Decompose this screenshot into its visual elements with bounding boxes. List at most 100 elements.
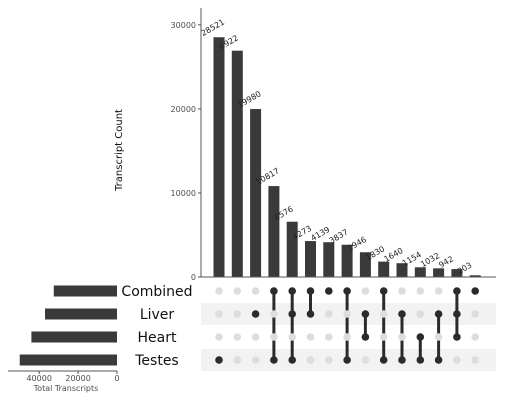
matrix-dot-inactive: [434, 287, 443, 295]
set-size-tick-label: 40000: [26, 374, 51, 383]
matrix-dot-inactive: [471, 333, 480, 341]
intersection-bar: [305, 241, 316, 277]
intersection-bar: [286, 221, 298, 277]
matrix-dot-inactive: [434, 333, 443, 341]
y-tick-label: 0: [191, 273, 196, 282]
y-tick-label: 20000: [171, 105, 196, 114]
matrix-dot-inactive: [325, 333, 333, 341]
set-size-bar: [19, 354, 117, 366]
set-size-tick-label: 0: [114, 374, 119, 383]
matrix-dot-inactive: [251, 287, 260, 295]
intersection-bar-label: 1830: [364, 244, 386, 262]
matrix-dot-inactive: [251, 333, 260, 341]
intersection-bar-label: 203: [456, 261, 474, 276]
matrix-dot-inactive: [471, 310, 480, 318]
set-label: Liver: [140, 307, 175, 323]
matrix-dot-inactive: [343, 333, 351, 341]
matrix-dot-inactive: [270, 333, 278, 341]
set-size-tick-label: 20000: [65, 374, 90, 383]
matrix-dot-inactive: [471, 356, 480, 364]
intersection-bar-label: 942: [437, 254, 455, 269]
matrix-dot-active: [434, 310, 443, 318]
intersection-bar: [268, 186, 280, 277]
matrix-dot-active: [215, 356, 223, 364]
matrix-dot-active: [471, 287, 480, 295]
intersection-bar: [341, 244, 353, 277]
matrix-dot-active: [288, 356, 297, 364]
matrix-dot-active: [306, 310, 315, 318]
intersection-bar-label: 3837: [328, 228, 350, 246]
matrix-dot-active: [325, 287, 333, 295]
intersection-bar-label: 6922: [218, 33, 240, 51]
matrix-dot-active: [361, 310, 370, 318]
intersection-bar: [451, 269, 463, 277]
matrix-dot-inactive: [325, 310, 333, 318]
matrix-dot-active: [288, 310, 297, 318]
matrix-dot-inactive: [215, 310, 223, 318]
matrix-dot-inactive: [233, 287, 242, 295]
matrix-dot-active: [453, 287, 461, 295]
matrix-dot-inactive: [453, 356, 461, 364]
y-tick-label: 10000: [171, 189, 196, 198]
matrix-dot-active: [434, 356, 443, 364]
matrix-dot-inactive: [288, 333, 297, 341]
intersection-bar: [250, 109, 262, 277]
matrix-dot-active: [416, 356, 425, 364]
intersection-matrix: [215, 287, 480, 364]
matrix-dot-inactive: [306, 333, 315, 341]
matrix-dot-active: [343, 356, 351, 364]
set-size-bar: [31, 331, 117, 343]
intersection-bar: [469, 275, 481, 277]
matrix-dot-inactive: [215, 287, 223, 295]
matrix-dot-active: [398, 356, 406, 364]
intersection-bar: [433, 268, 445, 277]
intersection-bar: [378, 261, 390, 277]
matrix-dot-active: [379, 356, 388, 364]
intersection-bar: [414, 267, 426, 277]
matrix-dot-inactive: [361, 356, 370, 364]
matrix-dot-active: [251, 310, 260, 318]
set-label: Testes: [134, 353, 178, 369]
matrix-dot-active: [453, 310, 461, 318]
intersection-bar-label: 2946: [346, 235, 368, 253]
matrix-dot-active: [398, 310, 406, 318]
set-label: Combined: [121, 284, 192, 300]
matrix-dot-inactive: [416, 287, 425, 295]
matrix-dot-active: [270, 287, 278, 295]
matrix-dot-inactive: [251, 356, 260, 364]
matrix-dot-active: [288, 287, 297, 295]
set-size-bar: [53, 285, 117, 297]
intersection-bar-label: 1154: [401, 250, 423, 268]
matrix-dot-active: [306, 287, 315, 295]
matrix-dot-inactive: [416, 310, 425, 318]
intersection-bar: [359, 252, 371, 277]
matrix-dot-inactive: [270, 310, 278, 318]
set-size-axis-title: Total Transcripts: [33, 384, 99, 393]
matrix-dot-active: [361, 333, 370, 341]
matrix-dot-inactive: [233, 356, 242, 364]
matrix-dot-inactive: [215, 333, 223, 341]
matrix-dot-active: [343, 287, 351, 295]
y-axis-title: Transcript Count: [114, 109, 125, 192]
intersection-bar: [323, 242, 335, 277]
matrix-dot-inactive: [361, 287, 370, 295]
matrix-dot-inactive: [379, 333, 388, 341]
set-labels: Combined Liver Heart Testes: [121, 284, 192, 369]
matrix-dot-inactive: [343, 310, 351, 318]
set-size-axis: Total Transcripts 40000 20000 0: [8, 370, 120, 393]
matrix-dot-inactive: [233, 310, 242, 318]
set-size-bars: [19, 285, 117, 366]
matrix-dot-active: [453, 333, 461, 341]
intersection-bar: [213, 37, 225, 277]
matrix-dot-inactive: [398, 333, 406, 341]
intersection-bar: [231, 50, 243, 278]
matrix-dot-inactive: [306, 356, 315, 364]
intersection-bar: [396, 263, 408, 277]
y-axis: Transcript Count 0 10000 20000 30000: [114, 8, 496, 282]
set-size-bar: [45, 308, 117, 320]
matrix-dot-active: [416, 333, 425, 341]
intersection-bar-label: 28521: [200, 17, 227, 38]
intersection-bar-label: 1032: [419, 251, 441, 269]
